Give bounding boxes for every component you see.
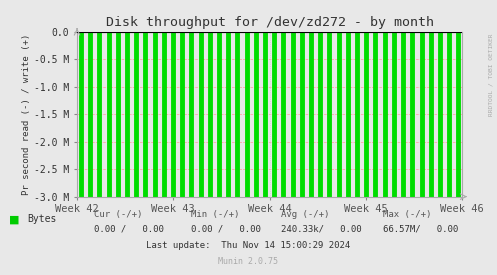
Text: ■: ■ xyxy=(9,214,19,224)
Title: Disk throughput for /dev/zd272 - by month: Disk throughput for /dev/zd272 - by mont… xyxy=(106,16,433,29)
Y-axis label: Pr second read (-) / write (+): Pr second read (-) / write (+) xyxy=(22,34,31,195)
Text: Min (-/+): Min (-/+) xyxy=(191,210,240,219)
Text: Last update:  Thu Nov 14 15:00:29 2024: Last update: Thu Nov 14 15:00:29 2024 xyxy=(147,241,350,250)
Text: Max (-/+): Max (-/+) xyxy=(383,210,431,219)
Text: 240.33k/   0.00: 240.33k/ 0.00 xyxy=(281,224,361,233)
Text: Cur (-/+): Cur (-/+) xyxy=(94,210,143,219)
Text: 0.00 /   0.00: 0.00 / 0.00 xyxy=(191,224,261,233)
Text: Bytes: Bytes xyxy=(27,214,57,224)
Text: Avg (-/+): Avg (-/+) xyxy=(281,210,329,219)
Text: 0.00 /   0.00: 0.00 / 0.00 xyxy=(94,224,165,233)
Text: 66.57M/   0.00: 66.57M/ 0.00 xyxy=(383,224,458,233)
Text: RRDTOOL / TOBI OETIKER: RRDTOOL / TOBI OETIKER xyxy=(488,33,493,116)
Text: Munin 2.0.75: Munin 2.0.75 xyxy=(219,257,278,266)
